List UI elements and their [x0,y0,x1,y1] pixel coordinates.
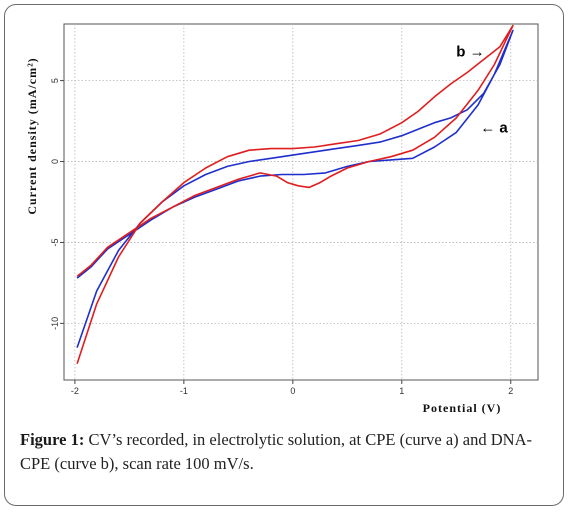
y-tick-label: -10 [50,317,60,330]
y-tick-label: 5 [50,78,60,83]
curve-annotation-1: ← a [480,119,508,136]
x-axis-title: Potential (V) [423,401,502,415]
series-line-b [76,24,514,365]
x-tick-label: 2 [508,386,513,396]
x-tick-label: 1 [399,386,404,396]
x-tick-label: -2 [71,386,79,396]
figure-caption: Figure 1: CV’s recorded, in electrolytic… [20,428,550,476]
annotation-layer: b → ← a [456,43,508,136]
x-tick-label: -1 [180,386,188,396]
x-axis-ticks: -2 -1 0 1 2 [71,380,513,396]
y-tick-label: -5 [50,238,60,246]
plot-area [63,23,539,381]
caption-text: CV’s recorded, in electrolytic solution,… [20,430,532,473]
series-layer [76,24,514,365]
y-axis-title: Current density (mA/cm²) [25,57,39,214]
cv-chart: -2 -1 0 1 2 -10-505 Potential (V) Current de… [25,23,539,415]
x-tick-label: 0 [290,386,295,396]
series-line-a [76,29,514,348]
y-tick-label: 0 [50,159,60,164]
caption-label: Figure 1: [20,430,85,449]
curve-annotation-0: b → [456,43,484,60]
y-axis-ticks: -10 -5 0 5 [50,78,64,330]
